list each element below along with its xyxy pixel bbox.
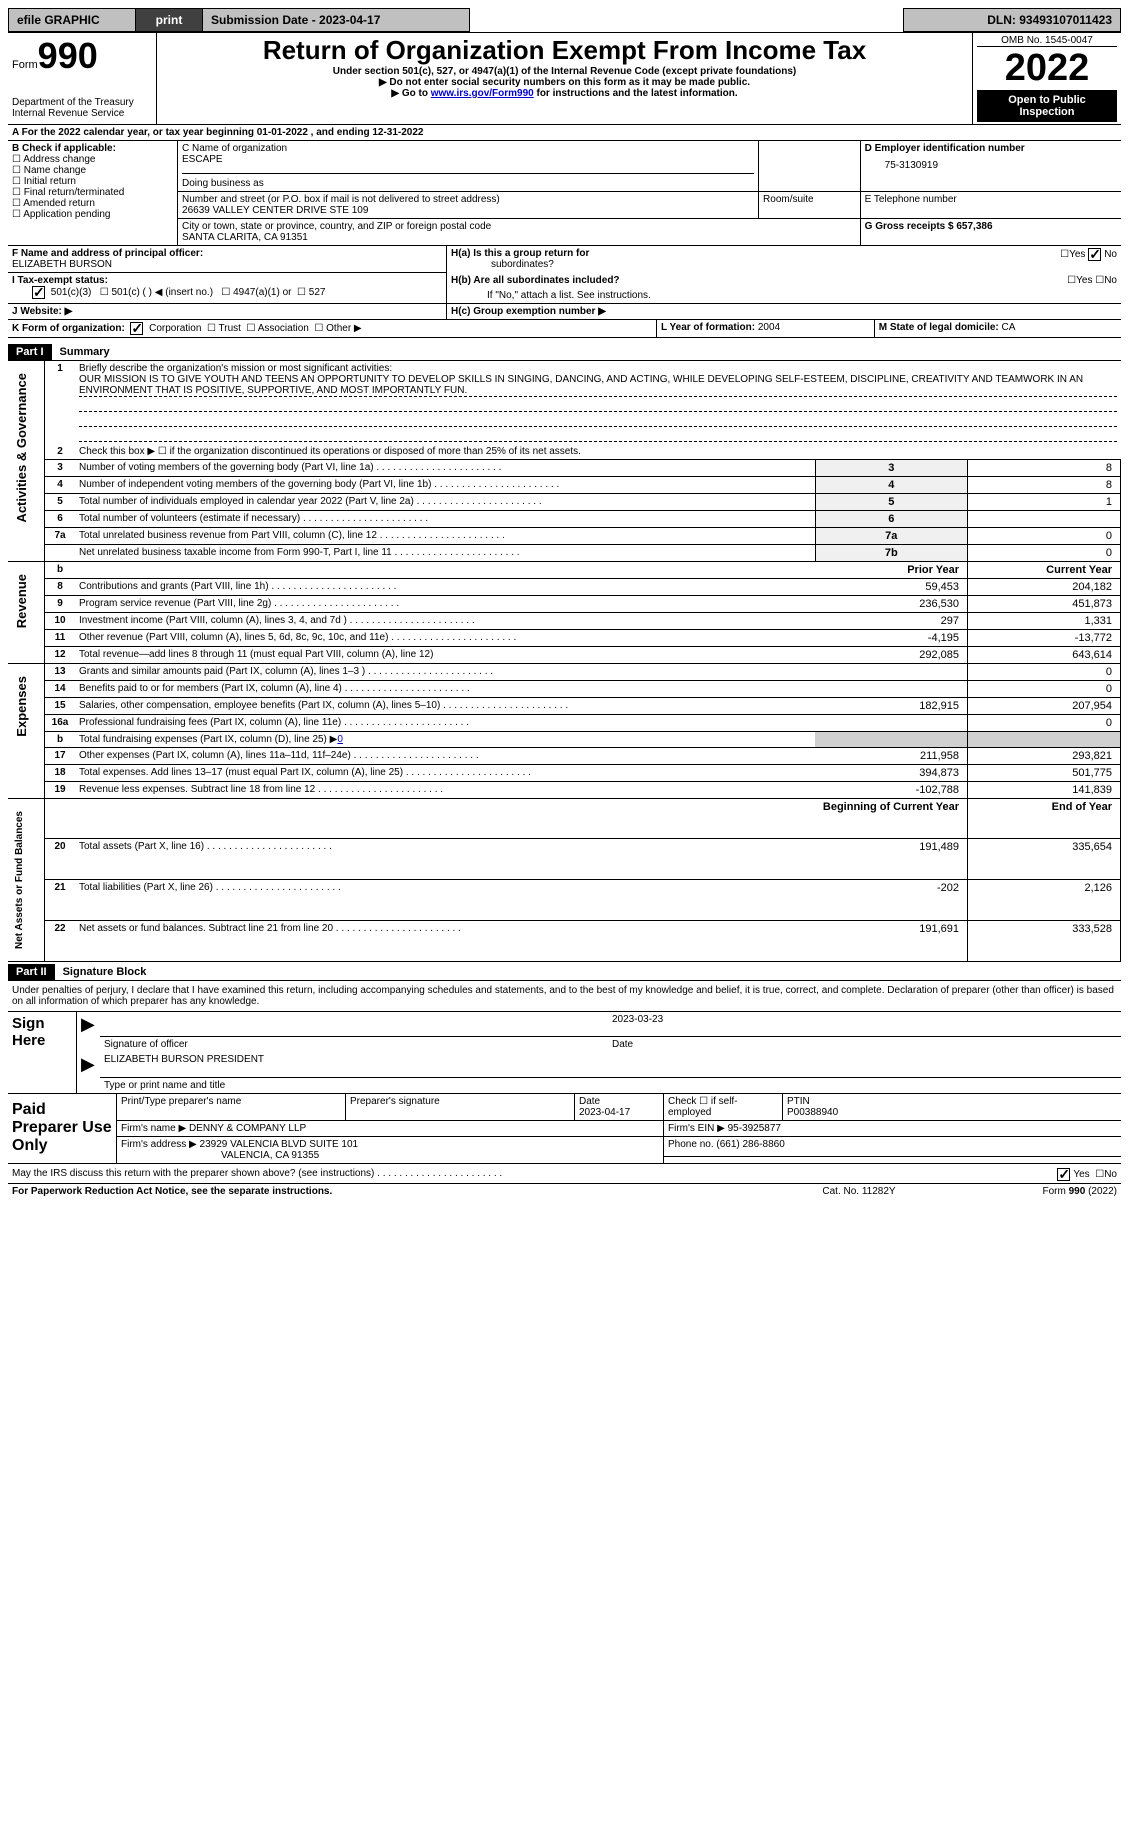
c-name-label: C Name of organization xyxy=(182,143,754,154)
section-governance: Activities & Governance xyxy=(12,363,31,533)
date-label: Date xyxy=(608,1037,1121,1053)
c-addr-label: Number and street (or P.O. box if mail i… xyxy=(182,194,500,205)
dln: DLN: 93493107011423 xyxy=(904,9,1121,32)
f-label: F Name and address of principal officer: xyxy=(12,248,203,259)
part1-header: Part ISummary xyxy=(8,344,1121,360)
b-opt-1: ☐ Name change xyxy=(12,165,173,176)
top-bar: efile GRAPHIC print Submission Date - 20… xyxy=(8,8,1121,32)
name-title-label: Type or print name and title xyxy=(100,1077,1121,1093)
dept-label: Department of the TreasuryInternal Reven… xyxy=(12,97,152,119)
section-expenses: Expenses xyxy=(12,666,31,747)
section-revenue: Revenue xyxy=(12,564,31,638)
c-name: ESCAPE xyxy=(182,154,754,165)
paid-preparer-block: Paid Preparer Use Only Print/Type prepar… xyxy=(8,1094,1121,1164)
b-opt-5: ☐ Application pending xyxy=(12,209,173,220)
note-link: ▶ Go to www.irs.gov/Form990 for instruct… xyxy=(161,88,968,99)
omb: OMB No. 1545-0047 xyxy=(977,35,1117,46)
form-label: Form xyxy=(12,59,38,71)
form-number: 990 xyxy=(38,35,98,76)
penalty-text: Under penalties of perjury, I declare th… xyxy=(8,980,1121,1011)
corp-checkbox[interactable] xyxy=(130,322,143,335)
f-name: ELIZABETH BURSON xyxy=(12,259,112,270)
hb-note: If "No," attach a list. See instructions… xyxy=(447,288,1122,304)
e-label: E Telephone number xyxy=(860,192,1121,219)
b-opt-2: ☐ Initial return xyxy=(12,176,173,187)
open-public: Open to Public Inspection xyxy=(977,90,1117,122)
g-receipts: G Gross receipts $ 657,386 xyxy=(860,219,1121,246)
d-value: 75-3130919 xyxy=(865,154,1117,177)
b-label: B Check if applicable: xyxy=(12,143,173,154)
submission-date: Submission Date - 2023-04-17 xyxy=(203,9,470,32)
section-netassets: Net Assets or Fund Balances xyxy=(12,801,27,959)
line2: Check this box ▶ ☐ if the organization d… xyxy=(75,444,1121,460)
form-title: Return of Organization Exempt From Incom… xyxy=(161,35,968,66)
sig-officer-label: Signature of officer xyxy=(100,1037,608,1053)
entity-block: B Check if applicable: ☐ Address change … xyxy=(8,140,1121,245)
line-a: A For the 2022 calendar year, or tax yea… xyxy=(8,124,1121,140)
j-label: J Website: ▶ xyxy=(8,303,447,319)
discuss-row: May the IRS discuss this return with the… xyxy=(8,1164,1121,1184)
efile-label: efile GRAPHIC xyxy=(9,9,136,32)
c-dba-label: Doing business as xyxy=(182,173,754,189)
501c3-checkbox[interactable] xyxy=(32,286,45,299)
irs-link[interactable]: www.irs.gov/Form990 xyxy=(431,88,534,99)
c-city-label: City or town, state or province, country… xyxy=(182,221,491,232)
room-suite-label xyxy=(759,141,861,192)
tax-year: 2022 xyxy=(977,46,1117,90)
hb-label: H(b) Are all subordinates included? xyxy=(451,275,620,286)
summary-table: Activities & Governance 1 Briefly descri… xyxy=(8,360,1121,962)
sign-here: Sign Here xyxy=(8,1011,77,1052)
print-button[interactable]: print xyxy=(136,9,203,32)
room-label: Room/suite xyxy=(759,192,861,219)
b-opt-0: ☐ Address change xyxy=(12,154,173,165)
mission-text: OUR MISSION IS TO GIVE YOUTH AND TEENS A… xyxy=(79,374,1117,397)
discuss-yes[interactable] xyxy=(1057,1168,1070,1181)
sign-block: Sign Here ▶ 2023-03-23 Signature of offi… xyxy=(8,1011,1121,1094)
form-header: Form990 Department of the TreasuryIntern… xyxy=(8,32,1121,124)
b-opt-4: ☐ Amended return xyxy=(12,198,173,209)
b-opt-3: ☐ Final return/terminated xyxy=(12,187,173,198)
line1-label: Briefly describe the organization's miss… xyxy=(79,363,392,374)
paid-prep-label: Paid Preparer Use Only xyxy=(8,1094,117,1164)
klm-block: K Form of organization: Corporation ☐ Tr… xyxy=(8,319,1121,338)
i-label: I Tax-exempt status: xyxy=(12,275,108,286)
officer-block: F Name and address of principal officer:… xyxy=(8,245,1121,319)
d-label: D Employer identification number xyxy=(865,143,1117,154)
c-addr: 26639 VALLEY CENTER DRIVE STE 109 xyxy=(182,205,368,216)
ha-label: H(a) Is this a group return for xyxy=(451,248,589,259)
form-subtitle: Under section 501(c), 527, or 4947(a)(1)… xyxy=(161,66,968,77)
officer-name: ELIZABETH BURSON PRESIDENT xyxy=(100,1052,608,1077)
note-ssn: ▶ Do not enter social security numbers o… xyxy=(161,77,968,88)
hc-label: H(c) Group exemption number ▶ xyxy=(447,303,1122,319)
c-city: SANTA CLARITA, CA 91351 xyxy=(182,232,308,243)
footer: For Paperwork Reduction Act Notice, see … xyxy=(8,1184,1121,1199)
part2-header: Part IISignature Block xyxy=(8,964,1121,980)
